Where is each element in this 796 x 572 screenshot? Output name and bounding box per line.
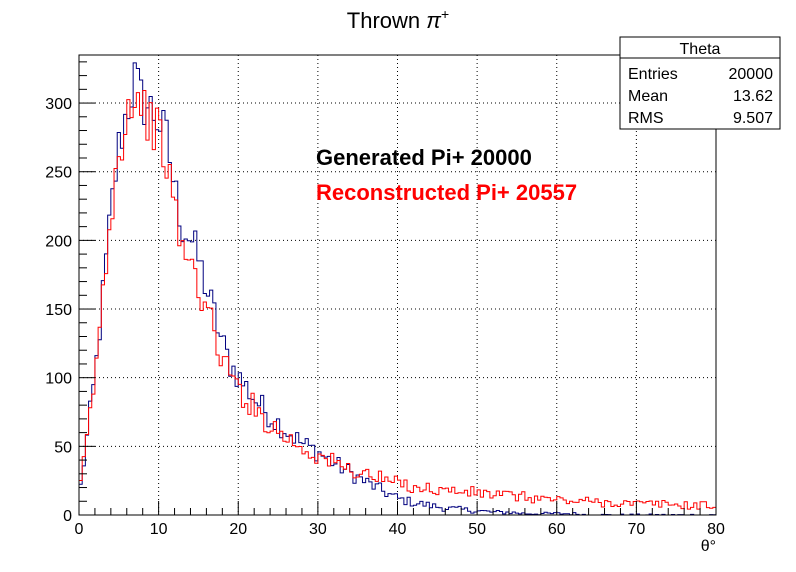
- annotation-reconstructed: Reconstructed Pi+ 20557: [316, 180, 577, 205]
- x-tick-label: 40: [389, 521, 407, 538]
- y-tick-label: 0: [63, 508, 72, 525]
- y-tick-label: 150: [45, 302, 72, 319]
- chart-title-text: Thrown: [347, 8, 426, 33]
- y-tick-label: 100: [45, 371, 72, 388]
- y-tick-label: 300: [45, 96, 72, 113]
- chart-title-sup: +: [441, 6, 449, 22]
- ticks-layer: 0 10 20 30 40 50 60 70 80 0 50 100 150 200 250 300: [45, 61, 725, 538]
- histogram-series-1: [78, 90, 717, 515]
- stats-entries-label: Entries: [628, 66, 678, 83]
- stats-box-frame: [619, 36, 781, 130]
- x-tick-label: 10: [150, 521, 168, 538]
- stats-mean-value: 13.62: [733, 88, 773, 105]
- y-tick-label: 250: [45, 165, 72, 182]
- x-tick-label: 0: [75, 521, 84, 538]
- x-tick-label: 70: [627, 521, 645, 538]
- x-tick-label: 30: [309, 521, 327, 538]
- x-tick-label: 80: [707, 521, 725, 538]
- chart-title: Thrown π+: [347, 6, 449, 33]
- stats-rms-label: RMS: [628, 110, 664, 127]
- x-tick-label: 60: [548, 521, 566, 538]
- stats-box-title: Theta: [680, 41, 721, 58]
- chart-title-symbol: π: [426, 8, 442, 33]
- stats-rms-value: 9.507: [733, 110, 773, 127]
- x-tick-label: 20: [229, 521, 247, 538]
- y-tick-label: 50: [54, 439, 72, 456]
- x-tick-label: 50: [468, 521, 486, 538]
- annotation-generated: Generated Pi+ 20000: [316, 145, 532, 170]
- stats-mean-label: Mean: [628, 88, 668, 105]
- stats-box: Theta Entries 20000 Mean 13.62 RMS 9.507: [619, 36, 781, 130]
- stats-entries-value: 20000: [729, 66, 774, 83]
- x-axis-label: θ°: [701, 538, 716, 555]
- y-tick-label: 200: [45, 233, 72, 250]
